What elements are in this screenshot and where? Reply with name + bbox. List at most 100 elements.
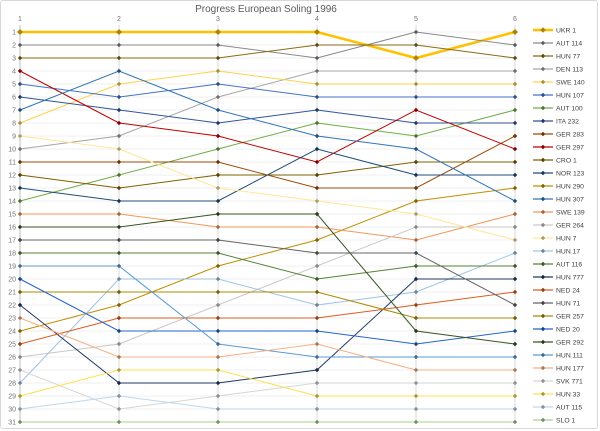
series-AUT-115 bbox=[17, 393, 518, 412]
data-point-marker bbox=[314, 250, 320, 256]
data-point-marker bbox=[413, 55, 419, 61]
legend-label: AUT 115 bbox=[556, 405, 582, 412]
series-SLO-1 bbox=[17, 419, 518, 425]
data-point-marker bbox=[413, 276, 419, 282]
y-tick-label: 1 bbox=[12, 30, 16, 37]
data-point-marker bbox=[17, 419, 23, 425]
data-point-marker bbox=[413, 211, 419, 217]
data-point-marker bbox=[215, 263, 221, 269]
series-GER-264 bbox=[17, 224, 518, 360]
data-point-marker bbox=[215, 107, 221, 113]
data-point-marker bbox=[314, 198, 320, 204]
data-point-marker bbox=[215, 302, 221, 308]
data-point-marker bbox=[512, 146, 518, 152]
series-HUN-33 bbox=[17, 367, 518, 399]
data-point-marker bbox=[116, 55, 122, 61]
legend-marker-icon bbox=[540, 27, 546, 33]
data-point-marker bbox=[215, 198, 221, 204]
data-point-marker bbox=[413, 380, 419, 386]
y-tick-label: 2 bbox=[12, 43, 16, 50]
y-tick-label: 10 bbox=[8, 147, 16, 154]
data-point-marker bbox=[512, 276, 518, 282]
y-tick-label: 8 bbox=[12, 121, 16, 128]
series-HUN-290 bbox=[17, 185, 518, 334]
data-point-marker bbox=[17, 302, 23, 308]
data-point-marker bbox=[413, 42, 419, 48]
data-point-marker bbox=[413, 159, 419, 165]
legend-item-DEN-113: DEN 113 bbox=[533, 67, 583, 74]
data-point-marker bbox=[512, 172, 518, 178]
legend-item-HUN-777: HUN 777 bbox=[533, 275, 584, 282]
legend-item-GER-283: GER 283 bbox=[533, 132, 584, 139]
data-point-marker bbox=[314, 341, 320, 347]
data-point-marker bbox=[116, 406, 122, 412]
data-point-marker bbox=[512, 29, 518, 35]
data-point-marker bbox=[116, 172, 122, 178]
data-point-marker bbox=[116, 185, 122, 191]
data-point-marker bbox=[215, 406, 221, 412]
data-point-marker bbox=[512, 55, 518, 61]
data-point-marker bbox=[215, 159, 221, 165]
data-point-marker bbox=[413, 68, 419, 74]
legend-item-HUN-307: HUN 307 bbox=[533, 197, 584, 204]
data-point-marker bbox=[215, 289, 221, 295]
data-point-marker bbox=[116, 393, 122, 399]
data-point-marker bbox=[17, 263, 23, 269]
series-GER-292 bbox=[17, 211, 518, 347]
data-point-marker bbox=[17, 198, 23, 204]
y-tick-label: 23 bbox=[8, 316, 16, 323]
y-tick-label: 26 bbox=[8, 355, 16, 362]
y-tick-label: 24 bbox=[8, 329, 16, 336]
legend-item-HUN-111: HUN 111 bbox=[533, 353, 583, 360]
data-point-marker bbox=[413, 289, 419, 295]
data-point-marker bbox=[314, 315, 320, 321]
y-tick-label: 27 bbox=[8, 368, 16, 375]
legend-marker-icon bbox=[540, 196, 546, 202]
data-point-marker bbox=[17, 159, 23, 165]
data-point-marker bbox=[215, 94, 221, 100]
legend-marker-icon bbox=[540, 326, 546, 332]
data-point-marker bbox=[314, 185, 320, 191]
legend-label: UKR 1 bbox=[556, 28, 576, 35]
y-tick-label: 15 bbox=[8, 212, 16, 219]
data-point-marker bbox=[512, 406, 518, 412]
x-tick-label: 4 bbox=[315, 16, 319, 23]
data-point-marker bbox=[314, 380, 320, 386]
legend-label: DEN 113 bbox=[556, 67, 583, 74]
legend-marker-icon bbox=[540, 144, 546, 150]
data-point-marker bbox=[116, 159, 122, 165]
legend-item-CRO-1: CRO 1 bbox=[533, 158, 577, 165]
legend-item-HUN-107: HUN 107 bbox=[533, 93, 584, 100]
y-tick-label: 13 bbox=[8, 186, 16, 193]
legend-item-AUT-114: AUT 114 bbox=[533, 41, 582, 48]
data-point-marker bbox=[17, 81, 23, 87]
data-point-marker bbox=[215, 224, 221, 230]
data-point-marker bbox=[215, 419, 221, 425]
legend-label: GER 292 bbox=[556, 340, 584, 347]
legend-marker-icon bbox=[540, 53, 546, 59]
series-NED-20 bbox=[17, 276, 518, 347]
data-point-marker bbox=[215, 42, 221, 48]
data-point-marker bbox=[116, 276, 122, 282]
data-point-marker bbox=[17, 29, 23, 35]
legend-item-GER-264: GER 264 bbox=[533, 223, 584, 230]
data-point-marker bbox=[314, 29, 320, 35]
data-point-marker bbox=[512, 68, 518, 74]
series-HUN-177 bbox=[17, 315, 518, 373]
series-HUN-7 bbox=[17, 133, 518, 243]
data-point-marker bbox=[512, 289, 518, 295]
series-AUT-116 bbox=[17, 250, 518, 282]
data-point-marker bbox=[17, 185, 23, 191]
legend-marker-icon bbox=[540, 404, 546, 410]
legend-marker-icon bbox=[540, 66, 546, 72]
series-ITA-232 bbox=[17, 94, 518, 126]
data-point-marker bbox=[413, 198, 419, 204]
data-point-marker bbox=[413, 146, 419, 152]
legend-label: HUN 7 bbox=[556, 236, 577, 243]
legend-label: HUN 17 bbox=[556, 249, 580, 256]
data-point-marker bbox=[17, 172, 23, 178]
legend-label: HUN 33 bbox=[556, 392, 580, 399]
data-point-marker bbox=[413, 302, 419, 308]
data-point-marker bbox=[17, 406, 23, 412]
